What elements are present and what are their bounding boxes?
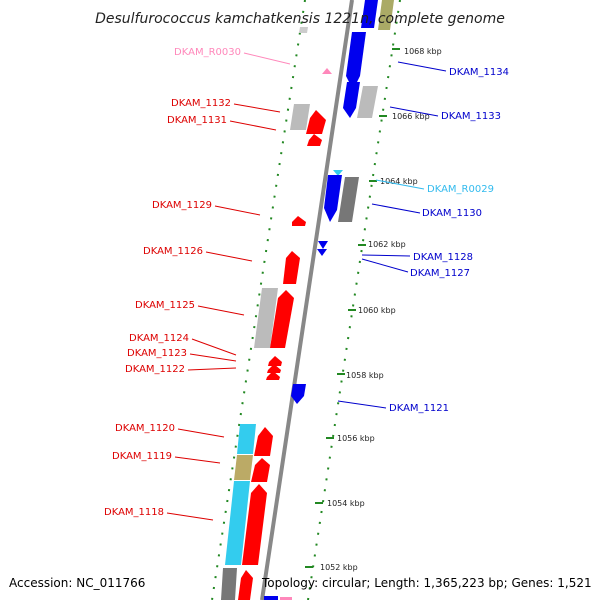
genome-info-text: Topology: circular; Length: 1,365,223 bp… [261,576,592,590]
gene-dkam-1126 [283,251,300,284]
gene-olive [378,0,394,30]
gene-dkam-1130-gray [338,177,359,222]
gene-red-bottom [238,570,253,600]
gene-dkam-1119-olive [234,455,253,480]
leader-line [361,254,411,257]
gene-label: DKAM_1120 [115,423,175,434]
leader-line [189,353,237,362]
gene-label: DKAM_1121 [389,403,449,414]
gene-dkam-1121 [291,384,306,404]
gene-dkam-r0030 [322,68,332,74]
leader-line [229,120,277,131]
gene-label: DKAM_R0030 [174,47,241,58]
gene-dkam-1127 [317,249,327,256]
gene-label: DKAM_1128 [413,252,473,263]
leader-line [243,52,291,65]
gene-dkam-1125-gray [254,288,278,348]
gene-dkam-1122 [266,371,280,380]
leader-line [166,512,214,521]
gene-label: DKAM_1122 [125,364,185,375]
leader-line [371,203,421,214]
leader-line [197,305,245,316]
leader-line [205,251,253,262]
kbp-tick-label: 1064 kbp [380,177,418,186]
gene-dkam-1118 [242,484,267,565]
kbp-tick-label: 1062 kbp [368,240,406,249]
gene-dkam-1131b [307,134,322,146]
minus-strand-genes [264,0,394,600]
leader-line [337,400,387,409]
gene-dkam-1120-cyan [237,424,256,454]
kbp-tick-label: 1052 kbp [320,563,358,572]
gene-label: DKAM_1123 [127,348,187,359]
gene-dkam-1124 [268,356,282,366]
gene-label: DKAM_1125 [135,300,195,311]
gene-dkam-1120 [254,427,273,456]
map-title: Desulfurococcus kamchatkensis 1221n, com… [95,11,505,27]
gene-dkam-1132 [290,104,310,130]
leader-line [187,367,237,371]
gene-dkam-r0029 [333,170,343,176]
gene-label: DKAM_1132 [171,98,231,109]
plus-strand-genes [221,27,332,600]
leader-line [375,179,425,190]
gene-label: DKAM_1124 [129,333,189,344]
left-leader-lines [166,52,291,521]
gene-dkam-1130-blue [324,175,342,222]
left-gene-labels: DKAM_R0030 DKAM_1132 DKAM_1131 DKAM_1129… [104,47,241,518]
genome-backbone [260,0,354,600]
gene-label: DKAM_1118 [104,507,164,518]
gene-dkam-1134 [346,32,366,90]
gene-gray-top [299,27,308,33]
gene-dkam-1118-cyan [225,481,250,565]
leader-line [214,205,261,216]
leader-line [361,258,409,273]
accession-text: Accession: NC_011766 [9,576,145,590]
gene-dkam-1129 [292,216,306,226]
kbp-tick-label: 1066 kbp [392,112,430,121]
gene-label: DKAM_1119 [112,451,172,462]
gene-blue-top [361,0,378,28]
gene-blue-1133 [343,82,360,118]
leader-line [389,106,439,117]
leader-line [233,103,281,113]
gene-dkam-1119 [251,458,270,482]
gene-label: DKAM_R0029 [427,184,494,195]
gene-dkam-1133-gray [357,86,378,118]
gene-label: DKAM_1127 [410,268,470,279]
gene-label: DKAM_1131 [167,115,227,126]
kbp-tick-label: 1058 kbp [346,371,384,380]
kbp-tick-label: 1060 kbp [358,306,396,315]
gene-dkam-1123 [267,364,281,373]
gene-dkam-1131a [306,110,326,134]
right-leader-lines [337,61,447,409]
kbp-tick-label: 1056 kbp [337,434,375,443]
kbp-tick-label: 1068 kbp [404,47,442,56]
gene-label: DKAM_1126 [143,246,203,257]
leader-line [397,61,447,72]
gene-label: DKAM_1129 [152,200,212,211]
gene-dkam-1128 [318,241,328,249]
right-gene-labels: DKAM_1134 DKAM_1133 DKAM_R0029 DKAM_1130… [389,67,509,414]
gene-label: DKAM_1133 [441,111,501,122]
leader-line [174,456,221,464]
kbp-scale: 1068 kbp 1066 kbp 1064 kbp 1062 kbp 1060… [305,47,442,572]
gene-pink-bottom [280,597,292,600]
kbp-tick-label: 1054 kbp [327,499,365,508]
gene-label: DKAM_1130 [422,208,482,219]
gene-label: DKAM_1134 [449,67,509,78]
gene-dkam-1125 [270,290,294,348]
leader-line [177,428,225,438]
leader-line [191,338,237,356]
gene-blue-bottom [264,596,278,600]
gene-gray-bottom [221,568,237,600]
